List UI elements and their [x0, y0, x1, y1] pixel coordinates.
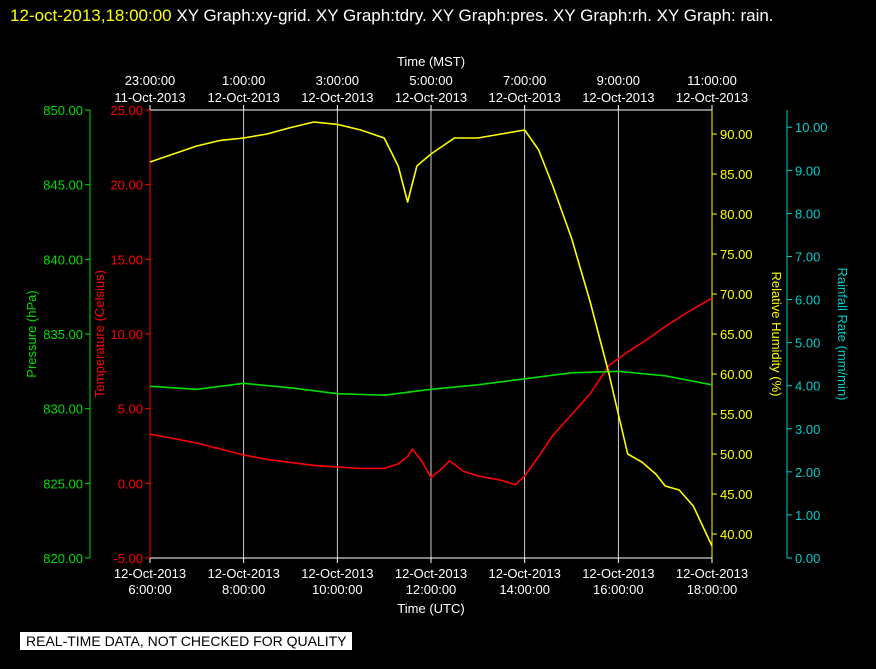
x-tick-label-time: 12:00:00 [406, 582, 457, 597]
x-tick-label-top-time: 7:00:00 [503, 73, 546, 88]
pressure-tick-label: 825.00 [43, 476, 83, 491]
humidity-tick-label: 80.00 [720, 207, 753, 222]
rain-tick-label: 3.00 [795, 422, 820, 437]
humidity-tick-label: 40.00 [720, 527, 753, 542]
x-tick-label-top-time: 3:00:00 [316, 73, 359, 88]
x-tick-label-top-time: 23:00:00 [125, 73, 176, 88]
pressure-tick-label: 840.00 [43, 252, 83, 267]
x-tick-label-date: 12-Oct-2013 [676, 566, 748, 581]
pressure-line [149, 370, 713, 397]
rain-tick-label: 2.00 [795, 465, 820, 480]
pressure-tick-label: 835.00 [43, 327, 83, 342]
temperature-tick-label: -5.00 [113, 551, 143, 566]
x-tick-label-date: 12-Oct-2013 [395, 566, 467, 581]
x-tick-label-top-date: 12-Oct-2013 [395, 90, 467, 105]
pressure-tick-label: 830.00 [43, 402, 83, 417]
x-tick-label-top-date: 12-Oct-2013 [582, 90, 654, 105]
chart-header: 12-oct-2013,18:00:00 XY Graph:xy-grid. X… [10, 2, 860, 30]
rain-tick-label: 7.00 [795, 249, 820, 264]
rain-tick-label: 9.00 [795, 163, 820, 178]
temperature-tick-label: 10.00 [110, 327, 143, 342]
x-tick-label-time: 18:00:00 [687, 582, 738, 597]
header-graph-list: XY Graph:xy-grid. XY Graph:tdry. XY Grap… [176, 6, 774, 25]
rain-tick-label: 4.00 [795, 379, 820, 394]
temperature-tick-label: 5.00 [118, 402, 143, 417]
x-tick-label-top-date: 12-Oct-2013 [676, 90, 748, 105]
x-tick-label-top-date: 12-Oct-2013 [208, 90, 280, 105]
temperature-tick-label: 20.00 [110, 178, 143, 193]
rain-tick-label: 10.00 [795, 120, 828, 135]
quality-disclaimer: REAL-TIME DATA, NOT CHECKED FOR QUALITY [20, 632, 353, 650]
x-tick-label-time: 8:00:00 [222, 582, 265, 597]
humidity-tick-label: 75.00 [720, 247, 753, 262]
rain-axis-label: Rainfall Rate (mm/min) [835, 268, 850, 401]
humidity-tick-label: 65.00 [720, 327, 753, 342]
humidity-axis-label: Relative Humidity (%) [769, 272, 784, 397]
x-tick-label-date: 12-Oct-2013 [114, 566, 186, 581]
x-tick-label-time: 16:00:00 [593, 582, 644, 597]
humidity-tick-label: 50.00 [720, 447, 753, 462]
x-tick-label-time: 14:00:00 [499, 582, 550, 597]
humidity-tick-label: 70.00 [720, 287, 753, 302]
rain-tick-label: 0.00 [795, 551, 820, 566]
x-tick-label-top-time: 1:00:00 [222, 73, 265, 88]
rain-tick-label: 6.00 [795, 293, 820, 308]
pressure-tick-label: 820.00 [43, 551, 83, 566]
humidity-tick-label: 60.00 [720, 367, 753, 382]
humidity-tick-label: 55.00 [720, 407, 753, 422]
temperature-tick-label: 0.00 [118, 476, 143, 491]
x-tick-label-date: 12-Oct-2013 [582, 566, 654, 581]
x-tick-label-time: 10:00:00 [312, 582, 363, 597]
x-tick-label-top-time: 9:00:00 [597, 73, 640, 88]
rain-tick-label: 8.00 [795, 206, 820, 221]
x-axis-label-top: Time (MST) [397, 54, 465, 69]
temperature-line [149, 297, 713, 486]
x-tick-label-top-time: 5:00:00 [409, 73, 452, 88]
x-axis-label-bottom: Time (UTC) [397, 601, 464, 616]
temperature-tick-label: 25.00 [110, 103, 143, 118]
x-tick-label-date: 12-Oct-2013 [489, 566, 561, 581]
x-tick-label-top-date: 11-Oct-2013 [114, 90, 185, 105]
header-datetime: 12-oct-2013,18:00:00 [10, 6, 172, 25]
x-tick-label-top-time: 11:00:00 [687, 73, 737, 88]
rain-tick-label: 5.00 [795, 336, 820, 351]
x-tick-label-date: 12-Oct-2013 [301, 566, 373, 581]
humidity-tick-label: 45.00 [720, 487, 753, 502]
pressure-axis-label: Pressure (hPa) [24, 290, 39, 377]
humidity-tick-label: 90.00 [720, 127, 753, 142]
x-tick-label-top-date: 12-Oct-2013 [489, 90, 561, 105]
x-tick-label-time: 6:00:00 [128, 582, 171, 597]
humidity-tick-label: 85.00 [720, 167, 753, 182]
x-tick-label-top-date: 12-Oct-2013 [301, 90, 373, 105]
x-tick-label-date: 12-Oct-2013 [208, 566, 280, 581]
temperature-tick-label: 15.00 [110, 252, 143, 267]
rain-tick-label: 1.00 [795, 508, 820, 523]
pressure-tick-label: 845.00 [43, 178, 83, 193]
pressure-tick-label: 850.00 [43, 103, 83, 118]
humidity-line [149, 121, 713, 547]
temperature-axis-label: Temperature (Celsius) [92, 270, 107, 398]
